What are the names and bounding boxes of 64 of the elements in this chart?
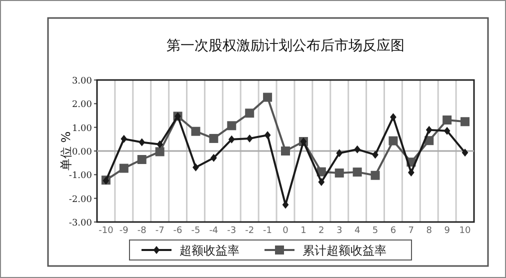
point	[245, 108, 254, 118]
point	[281, 146, 290, 156]
point	[120, 134, 128, 143]
point	[210, 154, 217, 162]
y-tick-label: -2.00	[68, 194, 92, 205]
point	[246, 134, 253, 142]
x-tick-label: -8	[137, 226, 147, 236]
x-tick-label: -7	[155, 226, 164, 236]
x-tick-label: 5	[372, 226, 378, 236]
point	[209, 134, 218, 143]
chart-title: 第一次股权激励计划公布后市场反应图	[166, 38, 404, 54]
y-axis-title: 单位 %	[59, 131, 73, 171]
point	[192, 163, 199, 172]
point	[137, 155, 146, 164]
point	[334, 168, 344, 178]
legend-label: 超额收益率	[180, 244, 240, 258]
y-tick-label: 2.00	[72, 100, 92, 110]
point	[372, 150, 378, 159]
y-tick-label: 0.00	[72, 148, 92, 158]
x-tick-label: -10	[98, 226, 114, 236]
point	[318, 178, 325, 186]
point	[191, 126, 200, 136]
point	[352, 168, 362, 177]
y-tick-label: 3.00	[72, 76, 92, 86]
point	[263, 92, 272, 102]
point	[444, 126, 450, 135]
point	[408, 168, 414, 177]
point	[426, 126, 432, 134]
x-tick-label: 2	[318, 226, 324, 236]
x-tick-label: -3	[227, 226, 236, 236]
x-tick-label: -6	[173, 226, 183, 236]
x-tick-label: 3	[336, 226, 342, 236]
x-tick-label: -4	[209, 226, 218, 236]
x-tick-label: 6	[390, 226, 396, 236]
x-tick-label: -5	[191, 226, 200, 236]
point	[442, 115, 452, 124]
point	[264, 131, 271, 140]
x-tick-label: 8	[426, 226, 432, 236]
legend-label: 累计超额收益率	[302, 244, 386, 258]
point	[390, 113, 396, 122]
point	[460, 117, 470, 126]
point	[138, 138, 146, 146]
x-tick-label: 1	[300, 226, 306, 236]
x-tick-label: -2	[245, 226, 254, 236]
point	[155, 147, 164, 156]
point	[119, 164, 128, 173]
x-tick-label: -1	[263, 226, 272, 236]
x-tick-label: -9	[119, 226, 129, 236]
x-tick-label: 10	[459, 226, 472, 236]
point	[336, 149, 343, 158]
x-tick-label: 4	[354, 226, 360, 236]
point	[462, 148, 468, 157]
point	[370, 170, 380, 180]
x-tick-label: 9	[444, 226, 450, 236]
y-tick-label: -3.00	[68, 218, 92, 228]
point	[227, 121, 236, 130]
point	[228, 135, 235, 144]
x-tick-label: 0	[282, 226, 289, 236]
point	[354, 145, 361, 154]
x-tick-label: 7	[408, 226, 414, 236]
point	[156, 140, 164, 148]
y-tick-label: 1.00	[72, 124, 92, 134]
point	[388, 136, 398, 146]
y-tick-label: -1.00	[68, 171, 92, 182]
